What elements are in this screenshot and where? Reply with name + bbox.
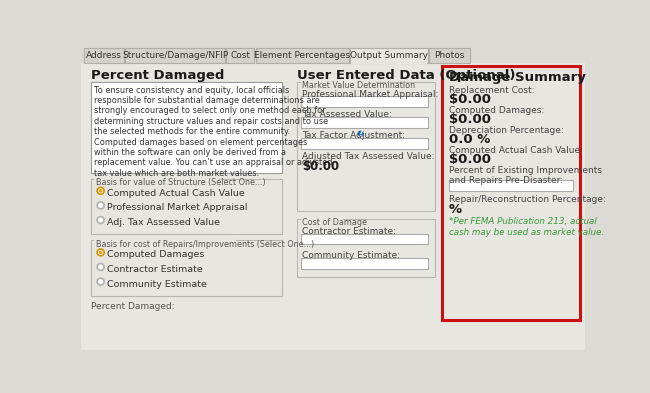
Bar <box>81 47 585 64</box>
Text: Depreciation Percentage:: Depreciation Percentage: <box>448 126 564 135</box>
Bar <box>94 176 218 182</box>
Bar <box>302 138 428 149</box>
Bar <box>302 96 428 107</box>
Bar <box>125 48 225 63</box>
Bar <box>90 82 282 173</box>
Bar <box>302 117 428 128</box>
Circle shape <box>99 189 103 193</box>
Text: $0.00: $0.00 <box>448 113 491 127</box>
Text: Adj. Tax Assessed Value: Adj. Tax Assessed Value <box>107 218 220 227</box>
Text: To ensure consistency and equity, local officials
responsible for substantial da: To ensure consistency and equity, local … <box>94 86 333 178</box>
Text: Market Value Determination: Market Value Determination <box>302 81 415 90</box>
Text: Tax Assessed Value:: Tax Assessed Value: <box>302 110 392 119</box>
Bar <box>300 79 376 85</box>
Text: Contractor Estimate:: Contractor Estimate: <box>302 227 396 235</box>
Bar <box>90 241 282 296</box>
Text: Photos: Photos <box>434 51 465 60</box>
Circle shape <box>97 217 104 224</box>
Bar <box>90 179 282 234</box>
Text: ?: ? <box>359 129 363 138</box>
Text: User Entered Data (Optional): User Entered Data (Optional) <box>296 70 515 83</box>
Text: Community Estimate: Community Estimate <box>107 280 207 289</box>
Circle shape <box>97 264 104 270</box>
Text: Output Summary: Output Summary <box>350 51 428 60</box>
Bar <box>302 258 428 269</box>
Bar <box>351 62 427 64</box>
Text: Replacement Cost:: Replacement Cost: <box>448 86 534 95</box>
Bar <box>448 180 573 191</box>
Text: *Per FEMA Publication 213, actual
cash may be used as market value.: *Per FEMA Publication 213, actual cash m… <box>448 217 604 237</box>
Text: Element Percentages: Element Percentages <box>254 51 350 60</box>
Bar <box>300 216 343 222</box>
Text: %: % <box>448 203 461 216</box>
Bar <box>296 219 435 277</box>
Text: Computed Damages: Computed Damages <box>107 250 204 259</box>
Circle shape <box>97 202 104 209</box>
Bar <box>302 233 428 244</box>
Text: Percent of Existing Improvements
and Repairs Pre-Disaster:: Percent of Existing Improvements and Rep… <box>448 166 602 185</box>
Text: Computed Actual Cash Value:: Computed Actual Cash Value: <box>448 146 582 155</box>
Text: Computed Actual Cash Value: Computed Actual Cash Value <box>107 189 244 198</box>
Text: Contractor Estimate: Contractor Estimate <box>107 265 203 274</box>
Text: Tax Factor Adjustment:: Tax Factor Adjustment: <box>302 131 405 140</box>
Text: Structure/Damage/NFIP: Structure/Damage/NFIP <box>122 51 228 60</box>
Text: Adjusted Tax Assessed Value:: Adjusted Tax Assessed Value: <box>302 152 435 161</box>
Text: $0.00: $0.00 <box>302 160 339 173</box>
Bar <box>429 48 469 63</box>
Text: Basis for cost of Repairs/Improvements (Select One...): Basis for cost of Repairs/Improvements (… <box>96 240 314 249</box>
Bar <box>350 48 428 63</box>
Circle shape <box>358 130 364 136</box>
Bar <box>226 48 254 63</box>
Bar <box>255 48 348 63</box>
Text: Percent Damaged:: Percent Damaged: <box>90 302 174 311</box>
Text: Community Estimate:: Community Estimate: <box>302 251 400 260</box>
Text: $0.00: $0.00 <box>448 94 491 107</box>
Bar <box>94 237 237 244</box>
Bar <box>443 66 580 320</box>
Text: Basis for value of Structure (Select One...): Basis for value of Structure (Select One… <box>96 178 266 187</box>
Circle shape <box>97 249 104 256</box>
Circle shape <box>99 251 103 254</box>
Bar <box>296 82 435 211</box>
Text: Damage Summary: Damage Summary <box>448 71 586 84</box>
Text: Professional Market Appraisal: Professional Market Appraisal <box>107 204 247 213</box>
Circle shape <box>97 187 104 194</box>
Text: Cost of Damage: Cost of Damage <box>302 218 367 227</box>
Text: Address: Address <box>86 51 122 60</box>
Text: Percent Damaged: Percent Damaged <box>90 70 224 83</box>
Circle shape <box>97 278 104 285</box>
Text: 0.0 %: 0.0 % <box>448 133 490 147</box>
Text: Professional Market Appraisal:: Professional Market Appraisal: <box>302 90 439 99</box>
Text: Repair/Reconstruction Percentage:: Repair/Reconstruction Percentage: <box>448 195 606 204</box>
Bar <box>81 62 585 63</box>
Text: $0.00: $0.00 <box>448 153 491 166</box>
Text: Cost: Cost <box>230 51 250 60</box>
Bar <box>84 48 124 63</box>
Text: Computed Damages:: Computed Damages: <box>448 106 544 115</box>
